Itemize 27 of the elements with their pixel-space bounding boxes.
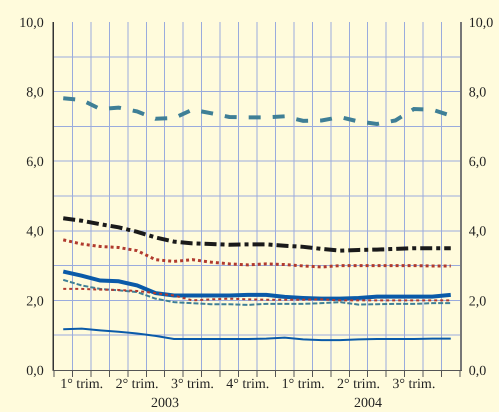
x-tick-label: 3° trim.	[392, 376, 436, 392]
y2-tick-label: 10,0	[468, 16, 494, 31]
y-tick-label: 0,0	[26, 364, 44, 379]
x-tick-label: 3° trim.	[170, 376, 214, 392]
text: 2003	[151, 396, 179, 411]
y-tick-label: 8,0	[26, 86, 44, 100]
line-series	[61, 216, 453, 253]
y-tick-label: 2,0	[26, 294, 44, 310]
x-tick-label: 4° trim.	[226, 376, 270, 392]
y2-tick-label: 2,0	[468, 294, 486, 310]
y2-tick-label: 8,0	[468, 86, 486, 100]
line-series	[62, 238, 452, 268]
y-tick-label: 4,0	[26, 224, 44, 240]
x-tick-label: 1° trim.	[282, 376, 325, 392]
x-tick-label: 1° trim.	[60, 376, 104, 392]
y-tick-label: 10,0	[19, 16, 44, 31]
x-tick-label: 2° trim.	[116, 376, 159, 392]
line-series	[62, 328, 452, 342]
line-series	[61, 270, 453, 301]
y-tick-label: 6,0	[26, 155, 44, 170]
y2-tick-label: 4,0	[468, 224, 486, 240]
y2-tick-label: 0,0	[468, 364, 486, 379]
y2-tick-label: 6,0	[468, 155, 486, 170]
line-series	[62, 288, 452, 302]
text: 2004	[354, 396, 382, 411]
line-series	[62, 278, 452, 306]
x-tick-label: 2° trim.	[337, 376, 380, 392]
